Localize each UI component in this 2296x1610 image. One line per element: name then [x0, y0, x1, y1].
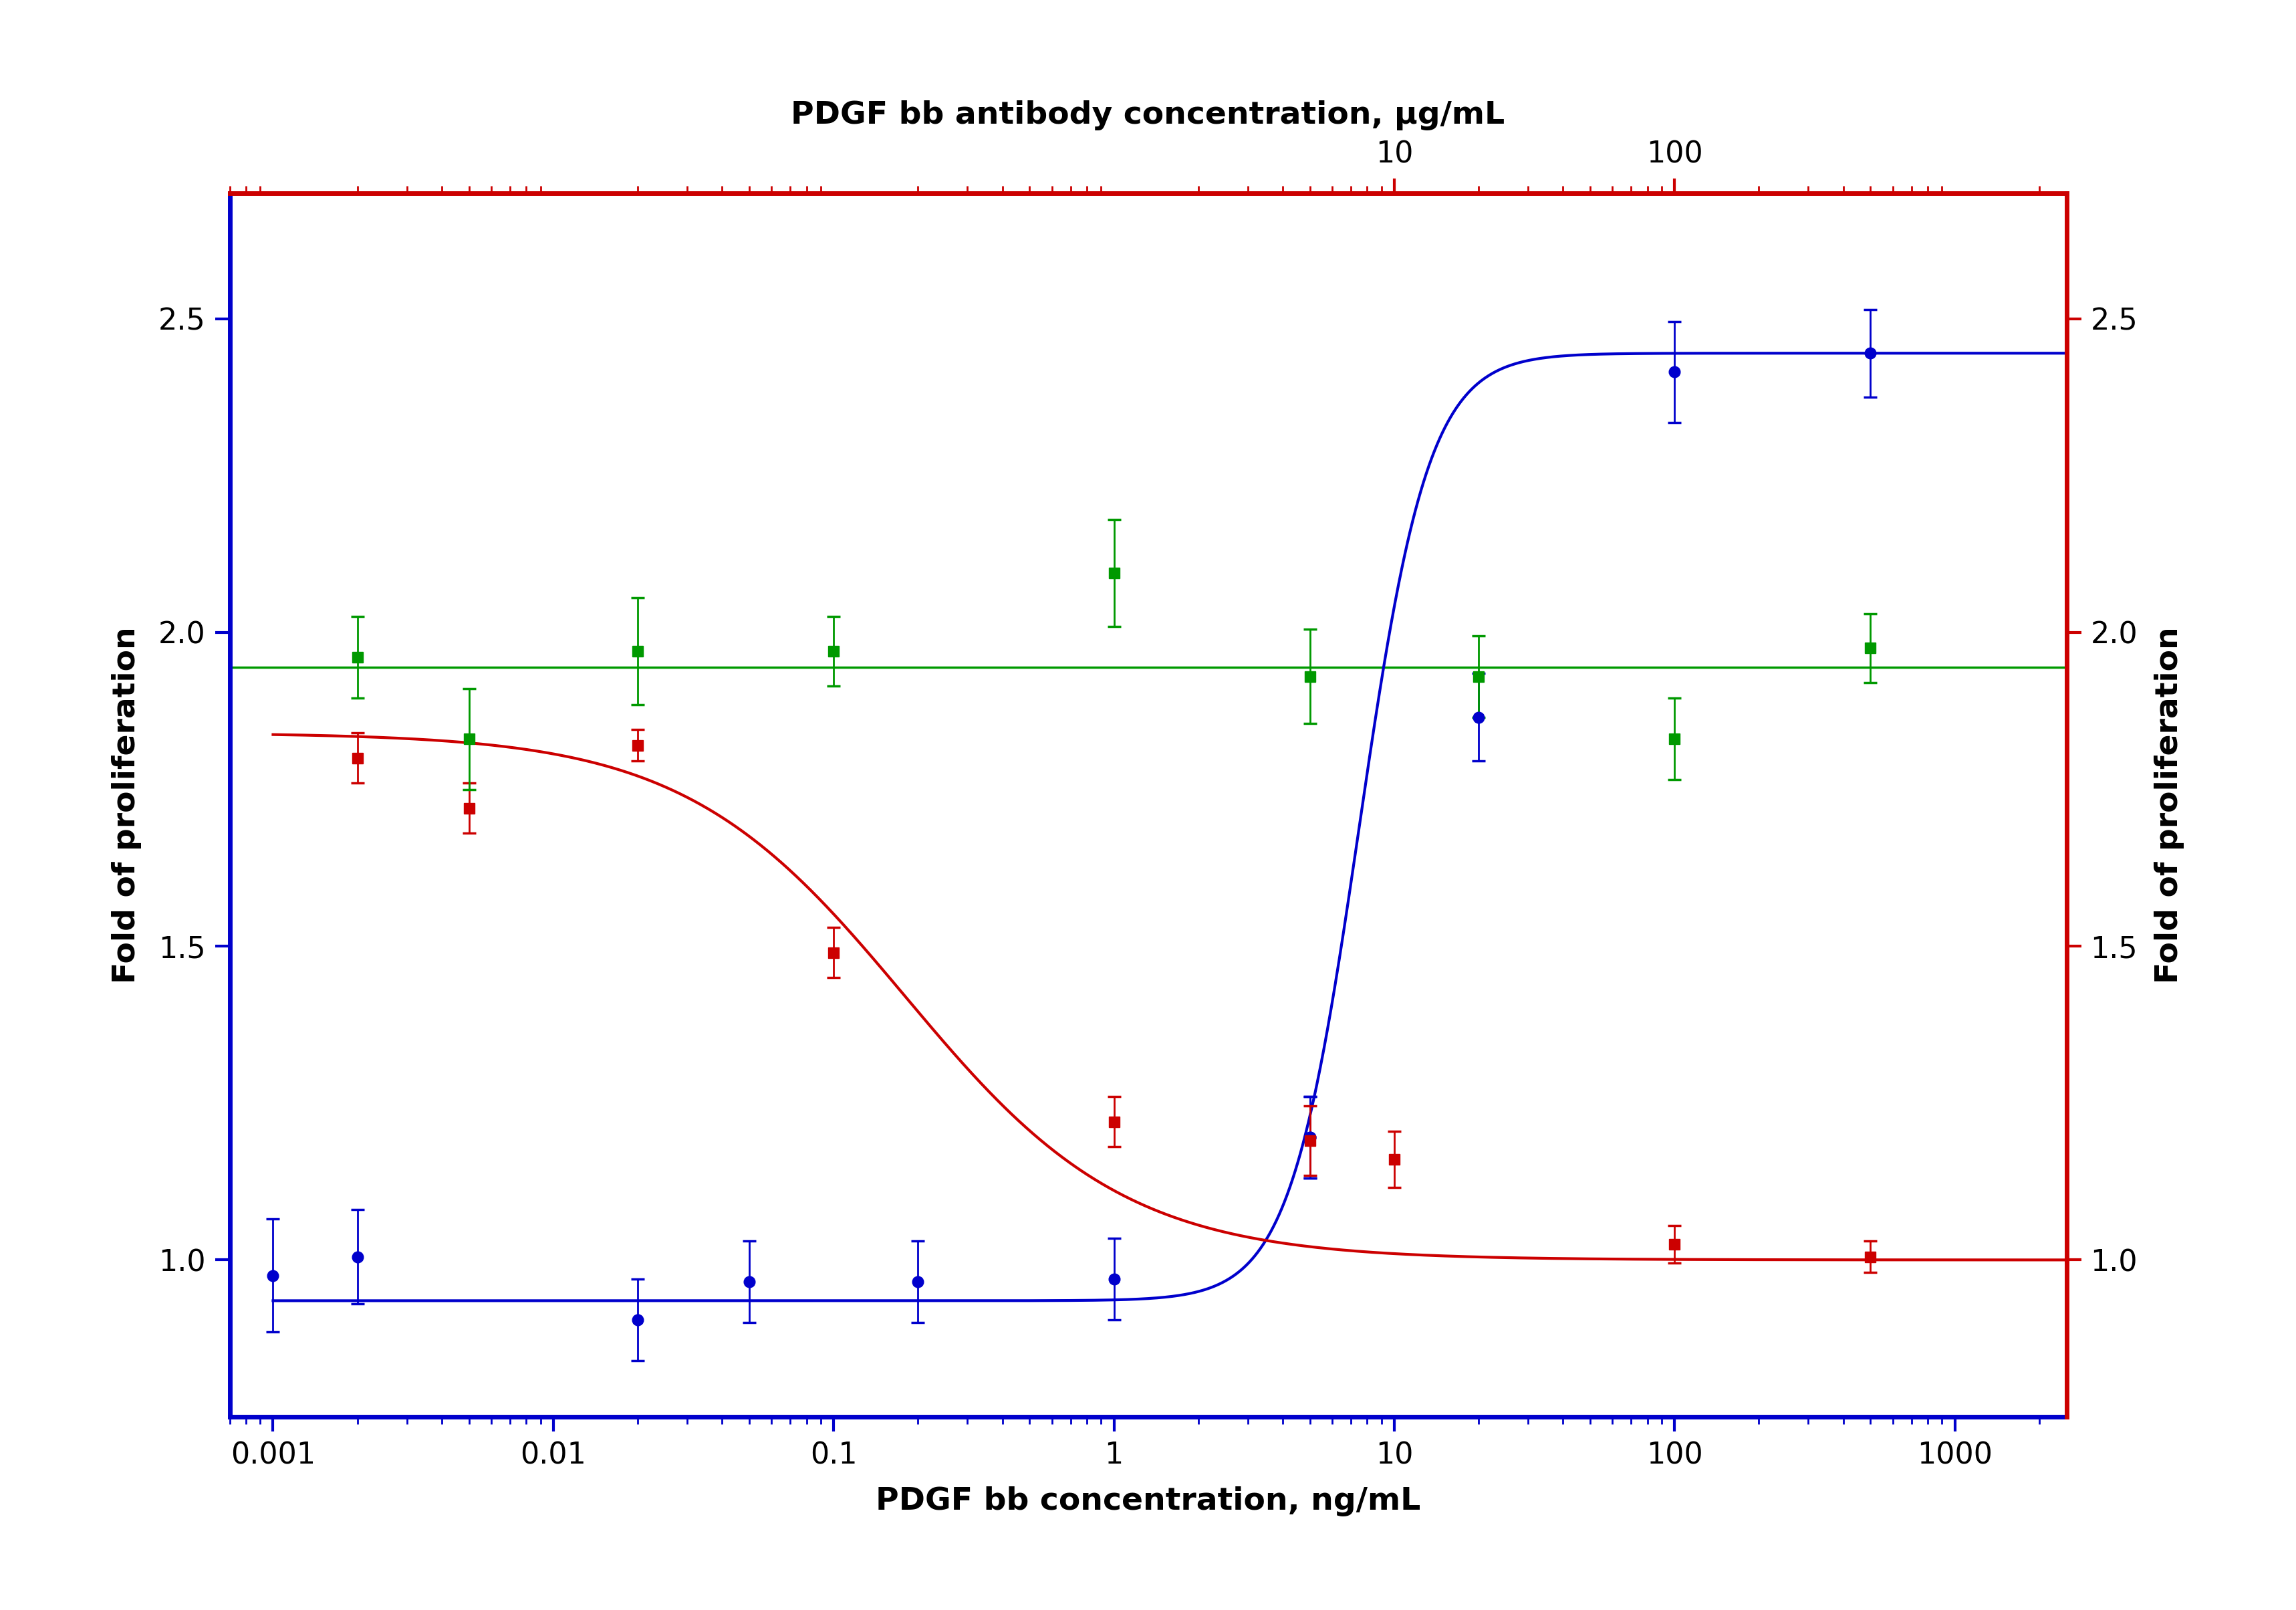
X-axis label: PDGF bb concentration, ng/mL: PDGF bb concentration, ng/mL [875, 1486, 1421, 1517]
Y-axis label: Fold of proliferation: Fold of proliferation [2154, 626, 2183, 984]
X-axis label: PDGF bb antibody concentration, μg/mL: PDGF bb antibody concentration, μg/mL [792, 100, 1504, 130]
Y-axis label: Fold of proliferation: Fold of proliferation [113, 626, 142, 984]
